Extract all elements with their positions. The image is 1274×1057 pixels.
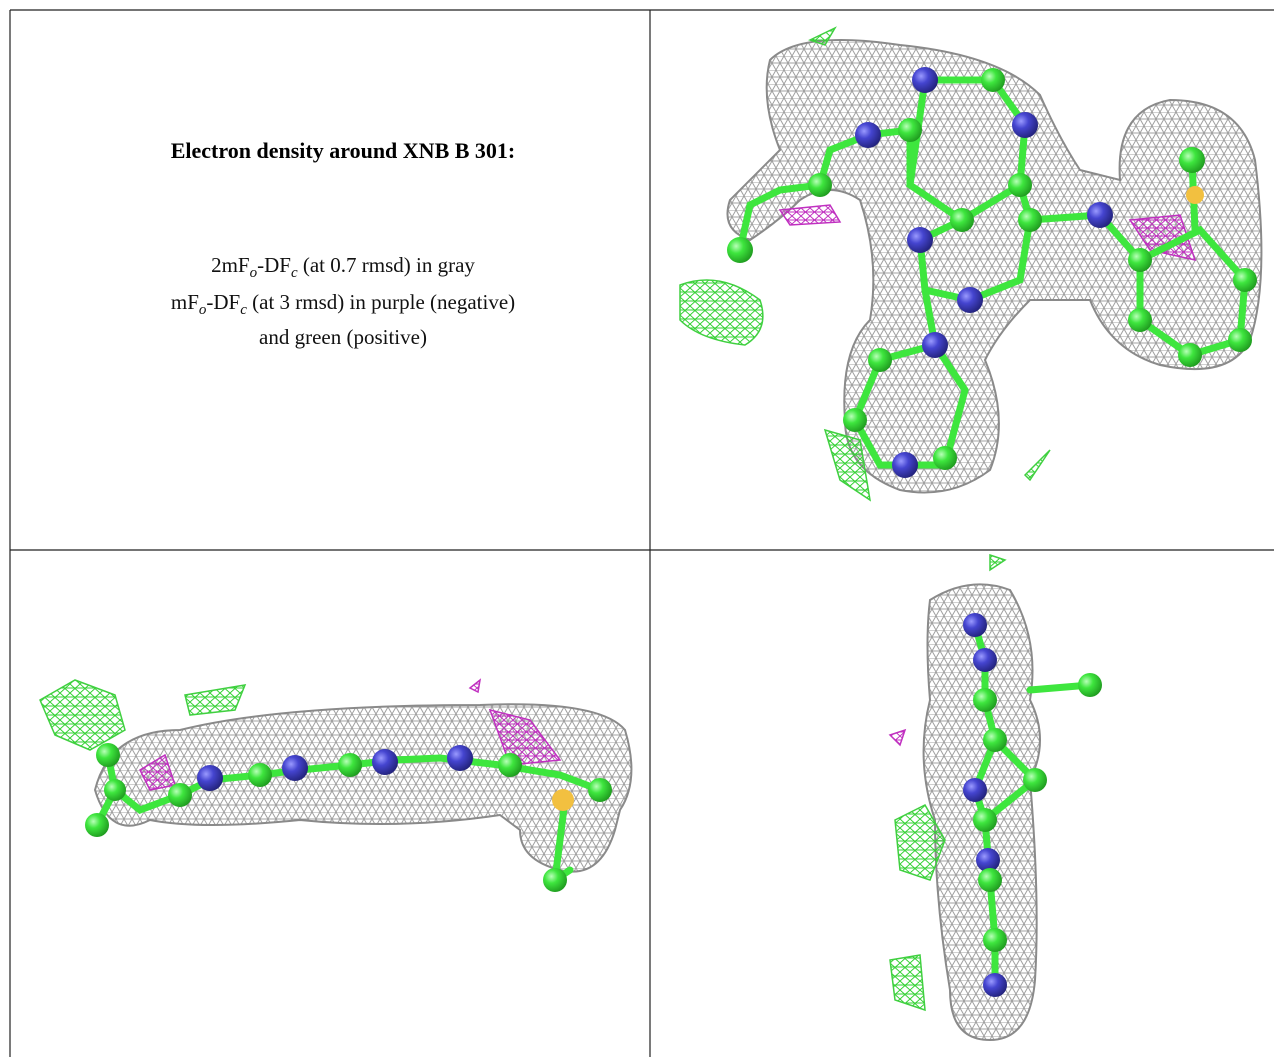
subscript: c bbox=[240, 302, 247, 318]
molecule bbox=[963, 613, 1102, 997]
grid-borders bbox=[9, 9, 1274, 1057]
caption-text: (at 3 rmsd) in purple (negative) bbox=[247, 290, 515, 314]
caption-text: -DF bbox=[206, 290, 240, 314]
subscript: o bbox=[250, 265, 258, 281]
caption-text: 2mF bbox=[211, 253, 250, 277]
molecule bbox=[727, 67, 1257, 478]
caption-line: mFo-DFc (at 3 rmsd) in purple (negative) bbox=[171, 290, 515, 318]
caption-text: (at 0.7 rmsd) in gray bbox=[298, 253, 476, 277]
density-view-side bbox=[39, 678, 633, 892]
caption-line: 2mFo-DFc (at 0.7 rmsd) in gray bbox=[211, 253, 475, 281]
caption: Electron density around XNB B 301: 2mFo-… bbox=[171, 138, 516, 349]
subscript: o bbox=[199, 302, 207, 318]
caption-title: Electron density around XNB B 301: bbox=[171, 138, 516, 163]
caption-text: mF bbox=[171, 290, 199, 314]
molecule bbox=[85, 743, 612, 892]
density-view-end bbox=[888, 553, 1102, 1042]
caption-line: and green (positive) bbox=[259, 325, 427, 349]
caption-text: -DF bbox=[257, 253, 291, 277]
density-view-top bbox=[679, 26, 1263, 502]
subscript: c bbox=[291, 265, 298, 281]
caption-text: and green (positive) bbox=[259, 325, 427, 349]
